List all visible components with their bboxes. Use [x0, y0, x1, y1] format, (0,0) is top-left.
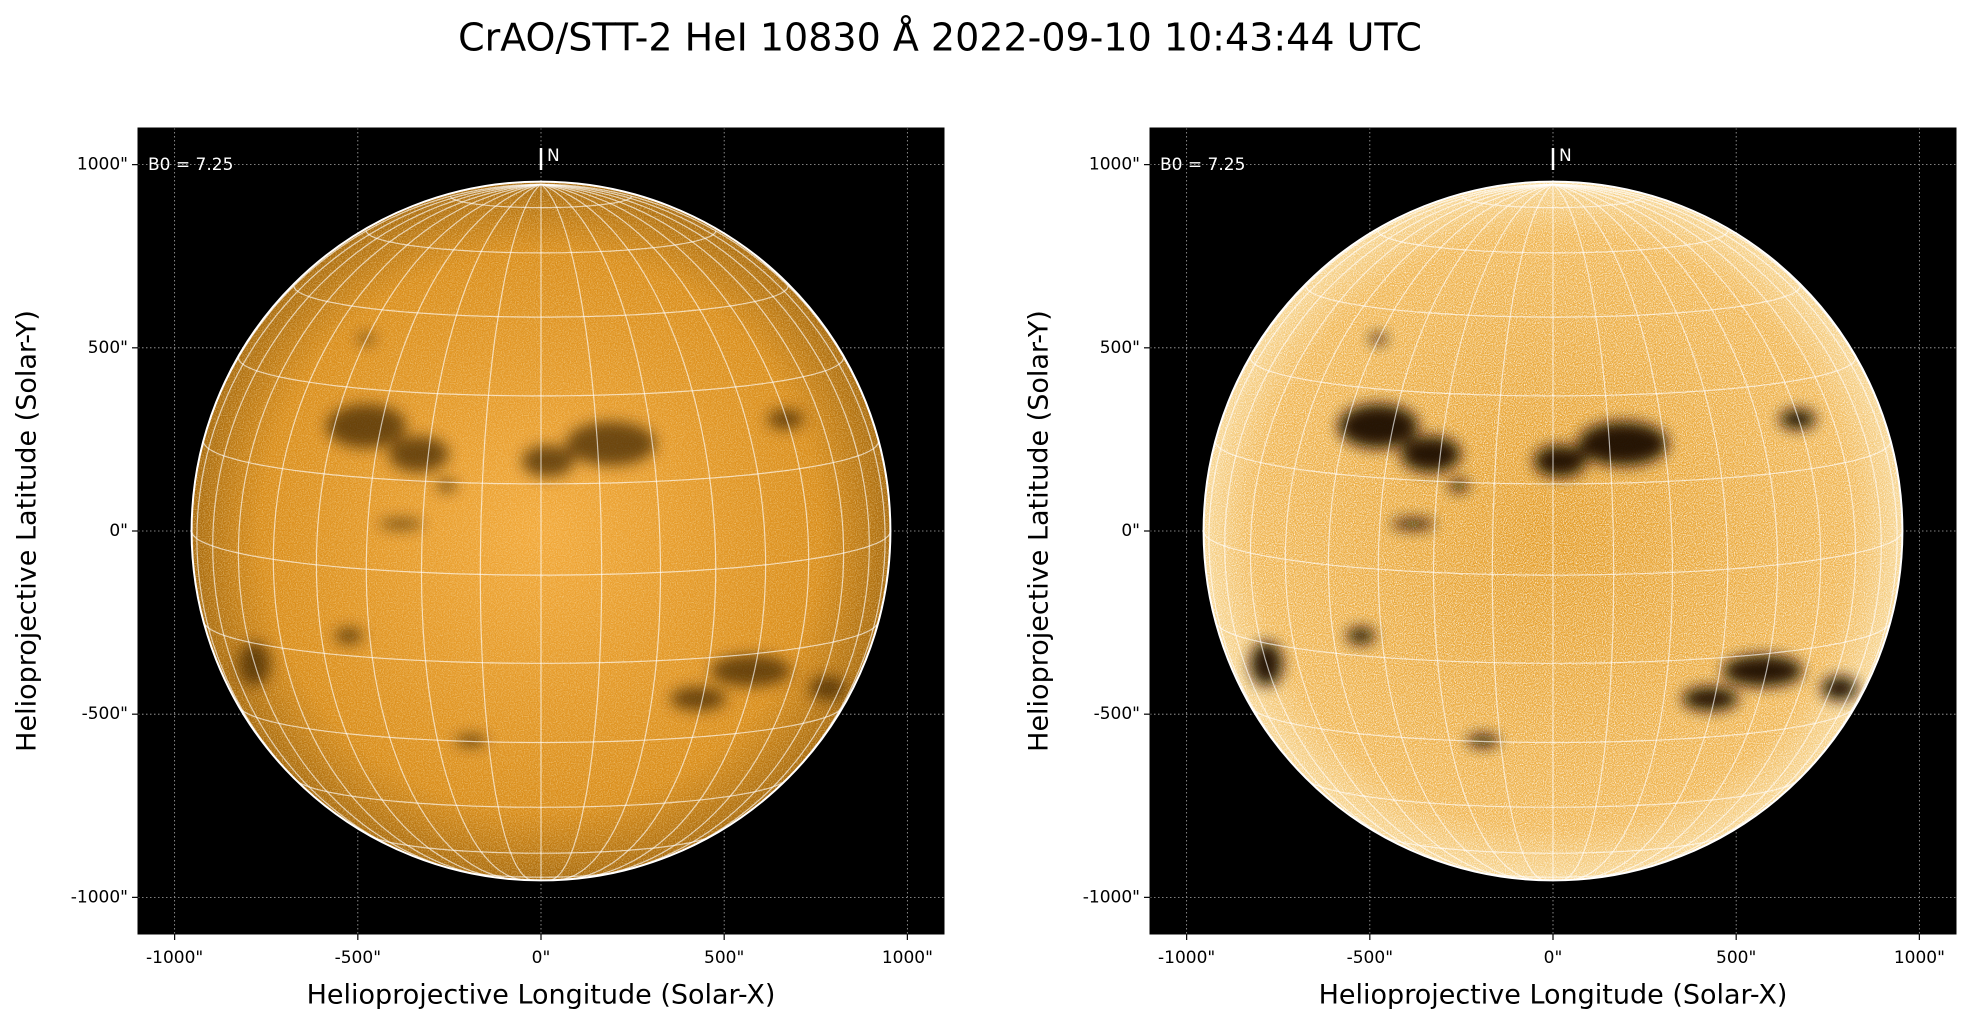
solar-disk [1203, 181, 1903, 881]
filament [1467, 734, 1500, 747]
filament [1533, 445, 1586, 478]
helio-grid [540, 183, 870, 859]
axes-frame [1149, 127, 1957, 935]
solar-limb [1202, 180, 1904, 882]
y-tick-label: 0" [1121, 521, 1140, 541]
annotation: N [547, 146, 560, 166]
helio-grid [540, 183, 662, 881]
filament [1391, 519, 1436, 530]
helio-grid [1327, 183, 1554, 879]
filament [1346, 627, 1375, 644]
x-tick-label: -500" [335, 948, 381, 968]
panel: -1000" -500" 0" 500" 1000" -1000" -500" 0" 500" 1… [12, 127, 945, 1011]
figure-title: CrAO/STT-2 HeI 10830 Å 2022-09-10 10:43:… [458, 16, 1422, 60]
y-tick-label: -500" [82, 704, 128, 724]
helio-grid [420, 183, 542, 881]
annotation: N [1559, 146, 1572, 166]
axes-frame [137, 127, 945, 935]
helio-grid [212, 183, 542, 859]
filaments [1250, 333, 1858, 747]
filament [334, 627, 363, 644]
x-tick-label: 1000" [1894, 948, 1945, 968]
y-tick-label: -500" [1094, 704, 1140, 724]
panel: -1000" -500" 0" 500" 1000" -1000" -500" 0" 500" 1… [1024, 127, 1957, 1011]
helio-grid [540, 183, 886, 810]
filament [1779, 409, 1816, 430]
helio-grid [365, 183, 542, 880]
filament [1722, 654, 1803, 687]
x-tick-label: 0" [1544, 948, 1563, 968]
y-tick-label: 1000" [1089, 155, 1140, 175]
x-tick-label: 0" [532, 948, 551, 968]
helio-grid [1552, 183, 1615, 881]
y-tick-label: -1000" [71, 887, 128, 907]
filament [1338, 404, 1419, 449]
helio-grid [540, 183, 845, 871]
helio-grid [1552, 183, 1822, 877]
helio-grid [1491, 183, 1554, 881]
filament [767, 409, 804, 430]
y-tick-label: 0" [109, 521, 128, 541]
helio-grid [1552, 183, 1898, 810]
x-tick-label: -1000" [1158, 948, 1215, 968]
helio-grid [1552, 183, 1674, 881]
helio-grid [1284, 183, 1554, 877]
annotation: B0 = 7.25 [1160, 155, 1245, 175]
x-tick-label: 500" [1716, 948, 1756, 968]
filament [326, 404, 407, 449]
solar-limb [190, 180, 892, 882]
x-axis-label: Helioprojective Longitude (Solar-X) [1319, 980, 1788, 1011]
y-tick-label: 1000" [77, 155, 128, 175]
filament [670, 686, 727, 711]
x-axis-label: Helioprojective Longitude (Solar-X) [307, 980, 776, 1011]
filament [521, 445, 574, 478]
filament [710, 654, 791, 687]
helio-grid [1249, 183, 1554, 871]
helio-grid [1224, 183, 1554, 859]
y-tick-label: 500" [88, 338, 128, 358]
x-tick-label: 500" [704, 948, 744, 968]
filament [565, 421, 656, 466]
filament [388, 436, 449, 473]
filament [1400, 436, 1461, 473]
y-axis-label: Helioprojective Latitude (Solar-Y) [12, 310, 43, 752]
filaments [238, 333, 846, 747]
annotation: B0 = 7.25 [148, 155, 233, 175]
helio-grid [1552, 183, 1882, 859]
filament [1577, 421, 1668, 466]
helio-grid [1552, 183, 1857, 871]
x-tick-label: -500" [1347, 948, 1393, 968]
y-axis-label: Helioprojective Latitude (Solar-Y) [1024, 310, 1055, 752]
helio-grid [237, 183, 542, 871]
helio-grid [315, 183, 542, 879]
y-tick-label: -1000" [1083, 887, 1140, 907]
helio-grid [1208, 183, 1554, 810]
helio-grid [540, 183, 603, 881]
solar-disk [191, 181, 891, 881]
x-tick-label: -1000" [146, 948, 203, 968]
filament [1682, 686, 1739, 711]
helio-grid [479, 183, 542, 881]
helio-grid [540, 183, 717, 880]
filament [379, 519, 424, 530]
helio-grid [1552, 183, 1779, 879]
x-tick-label: 1000" [882, 948, 933, 968]
helio-grid [196, 183, 542, 810]
helio-grid [1377, 183, 1554, 880]
helio-grid [1432, 183, 1554, 881]
helio-grid [540, 183, 810, 877]
filament [455, 734, 488, 747]
helio-grid [540, 183, 767, 879]
y-tick-label: 500" [1100, 338, 1140, 358]
helio-grid [272, 183, 542, 877]
helio-grid [1552, 183, 1729, 880]
